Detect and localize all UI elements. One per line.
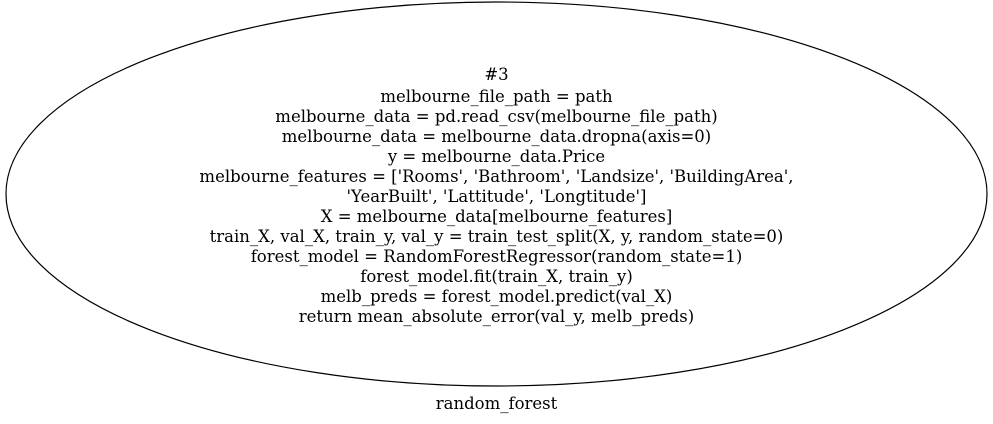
code-line: melbourne_data = pd.read_csv(melbourne_f… [275, 107, 717, 126]
code-line: forest_model = RandomForestRegressor(ran… [251, 247, 743, 266]
code-line: return mean_absolute_error(val_y, melb_p… [299, 307, 694, 326]
code-line: X = melbourne_data[melbourne_features] [321, 207, 673, 226]
code-line: 'YearBuilt', 'Lattitude', 'Longtitude'] [346, 187, 646, 206]
graph-caption: random_forest [436, 394, 558, 413]
code-line: train_X, val_X, train_y, val_y = train_t… [210, 227, 784, 246]
code-node-ellipse [5, 1, 988, 387]
code-line: melbourne_file_path = path [380, 87, 613, 106]
code-line: y = melbourne_data.Price [387, 147, 605, 166]
code-line: melbourne_data = melbourne_data.dropna(a… [282, 127, 711, 146]
node-id-label: #3 [484, 65, 508, 84]
code-line: melb_preds = forest_model.predict(val_X) [321, 287, 673, 306]
code-line: melbourne_features = ['Rooms', 'Bathroom… [199, 167, 793, 186]
code-line: forest_model.fit(train_X, train_y) [360, 267, 633, 286]
